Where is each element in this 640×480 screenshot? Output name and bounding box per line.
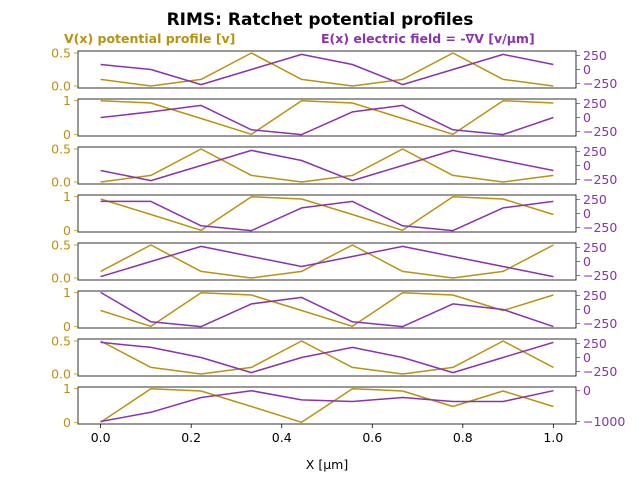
right-tick-label: 0 — [583, 302, 591, 317]
x-axis-label: X [μm] — [306, 457, 348, 472]
electric-field-line — [100, 389, 554, 423]
right-tick-label: 250 — [583, 192, 607, 207]
left-tick-label: 0 — [63, 415, 71, 430]
right-tick-label: 0 — [583, 383, 591, 398]
right-tick-label: 250 — [583, 336, 607, 351]
left-tick-label: 0 — [63, 319, 71, 334]
potential-line — [100, 244, 554, 279]
right-tick-label: 0 — [583, 206, 591, 221]
subplots: 0.00.5−250025001−25002500.00.5−250025001… — [51, 45, 625, 429]
right-tick-label: 0 — [583, 62, 591, 77]
right-tick-label: 250 — [583, 96, 607, 111]
left-tick-label: 0.5 — [51, 45, 71, 60]
legend-electric-field: E(x) electric field = -∇V [v/μm] — [321, 31, 535, 46]
x-tick-label: 0.2 — [181, 430, 201, 445]
left-tick-label: 1 — [63, 189, 71, 204]
subplot-8: 0 1 −1000 0 — [63, 381, 625, 430]
right-tick-label: 0 — [583, 110, 591, 125]
left-tick-label: 1 — [63, 381, 71, 396]
x-tick-label: 0.0 — [91, 430, 111, 445]
subplot-frame — [77, 386, 577, 425]
right-tick-label: −1000 — [583, 414, 625, 429]
right-tick-label: −250 — [583, 316, 617, 331]
right-tick-label: −250 — [583, 268, 617, 283]
potential-line — [100, 340, 554, 375]
right-tick-label: 250 — [583, 240, 607, 255]
electric-field-line — [100, 149, 554, 182]
left-tick-label: 0 — [63, 127, 71, 142]
left-tick-label: 0.0 — [51, 271, 71, 286]
potential-line — [100, 387, 554, 424]
left-tick-label: 0.5 — [51, 333, 71, 348]
right-tick-label: −250 — [583, 172, 617, 187]
potential-line — [100, 195, 554, 232]
electric-field-line — [100, 104, 554, 136]
left-tick-label: 0.5 — [51, 141, 71, 156]
electric-field-line — [100, 291, 554, 328]
electric-field-line — [100, 341, 554, 374]
left-tick-label: 0.0 — [51, 79, 71, 94]
potential-line — [100, 99, 554, 136]
x-tick-label: 0.8 — [453, 430, 473, 445]
x-axis: 0.0 0.2 0.4 0.6 0.8 1.0 — [91, 424, 563, 445]
electric-field-line — [100, 200, 554, 232]
left-tick-label: 0.0 — [51, 175, 71, 190]
right-tick-label: 0 — [583, 158, 591, 173]
right-tick-label: −250 — [583, 124, 617, 139]
right-tick-label: 0 — [583, 350, 591, 365]
potential-line — [100, 291, 554, 328]
left-tick-label: 0 — [63, 223, 71, 238]
left-tick-label: 1 — [63, 285, 71, 300]
left-tick-label: 0.5 — [51, 237, 71, 252]
left-tick-label: 0.0 — [51, 367, 71, 382]
right-tick-label: 250 — [583, 48, 607, 63]
right-tick-label: −250 — [583, 220, 617, 235]
right-tick-label: 250 — [583, 144, 607, 159]
left-tick-label: 1 — [63, 93, 71, 108]
electric-field-line — [100, 245, 554, 278]
right-tick-label: −250 — [583, 76, 617, 91]
right-tick-label: 0 — [583, 254, 591, 269]
right-tick-label: −250 — [583, 364, 617, 379]
right-tick-label: 250 — [583, 288, 607, 303]
potential-line — [100, 52, 554, 87]
potential-line — [100, 148, 554, 183]
electric-field-line — [100, 53, 554, 86]
legend-potential: V(x) potential profile [v] — [64, 31, 235, 46]
x-tick-label: 0.4 — [272, 430, 292, 445]
x-tick-label: 0.6 — [362, 430, 382, 445]
chart-title: RIMS: Ratchet potential profiles — [167, 10, 474, 30]
x-tick-label: 1.0 — [543, 430, 563, 445]
